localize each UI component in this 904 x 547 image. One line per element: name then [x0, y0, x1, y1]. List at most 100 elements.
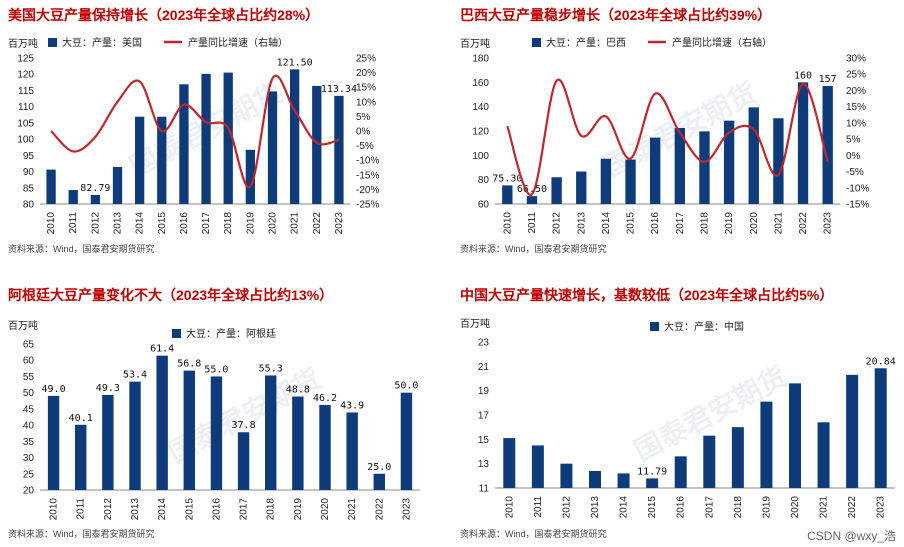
- legend-swatch-bar: [650, 322, 659, 331]
- bar-mark: [773, 118, 784, 204]
- x-tick-label: 2018: [733, 496, 744, 519]
- data-label: 37.8: [232, 420, 256, 431]
- bar-mark: [789, 383, 801, 488]
- y-tick-label: 40: [23, 421, 35, 432]
- y2-tick-label: 10%: [356, 97, 376, 108]
- x-tick-label: 2011: [527, 212, 538, 234]
- x-tick-label: 2018: [266, 498, 277, 521]
- x-tick-label: 2020: [790, 496, 801, 519]
- bar-mark: [346, 412, 358, 490]
- data-label: 113.34: [321, 84, 357, 95]
- x-tick-label: 2020: [268, 212, 279, 235]
- bar-mark: [75, 424, 87, 490]
- source-note: 资料来源：Wind，国泰君安期货研究: [460, 528, 607, 539]
- x-tick-label: 2010: [504, 496, 515, 519]
- bar-mark: [748, 107, 759, 204]
- x-tick-label: 2012: [561, 496, 572, 519]
- bar-mark: [503, 438, 516, 488]
- footer-credit: CSDN @wxy_浩: [807, 529, 896, 543]
- bar-mark: [319, 404, 331, 490]
- y-tick-label: 50: [23, 388, 35, 399]
- data-label: 46.2: [313, 393, 337, 404]
- x-tick-label: 2016: [650, 212, 661, 235]
- data-label: 75.30: [492, 173, 522, 184]
- bar-mark: [183, 370, 195, 490]
- bar-mark: [674, 456, 687, 488]
- legend-label: 大豆：产量：阿根廷: [186, 327, 276, 340]
- x-tick-label: 2012: [552, 212, 563, 235]
- y2-tick-label: -10%: [846, 183, 869, 194]
- x-tick-label: 2018: [699, 212, 710, 235]
- y-axis-unit-label: 百万吨: [8, 37, 38, 50]
- y-axis-unit-label: 百万吨: [460, 37, 490, 50]
- x-tick-label: 2017: [239, 498, 250, 521]
- x-tick-label: 2023: [401, 498, 412, 521]
- bar-mark: [589, 470, 601, 488]
- y-tick-label: 160: [472, 78, 489, 89]
- bar-mark: [46, 169, 56, 204]
- y-tick-label: 125: [17, 54, 34, 65]
- bar-mark: [265, 375, 277, 490]
- x-tick-label: 2022: [312, 212, 323, 235]
- bar-mark: [90, 194, 101, 204]
- legend-swatch-bar: [48, 38, 57, 47]
- x-tick-label: 2021: [773, 212, 784, 235]
- y2-tick-label: 20%: [356, 68, 376, 79]
- y2-tick-label: 25%: [356, 54, 376, 65]
- x-tick-label: 2014: [135, 212, 146, 235]
- bar-mark: [526, 196, 538, 204]
- bar-mark: [210, 376, 223, 490]
- x-tick-label: 2010: [46, 212, 57, 235]
- x-tick-label: 2019: [724, 212, 735, 235]
- x-tick-label: 2021: [347, 498, 358, 521]
- bar-mark: [47, 395, 60, 490]
- bar-mark: [267, 91, 278, 204]
- x-tick-label: 2022: [798, 212, 809, 235]
- legend-label: 大豆：产量：美国: [62, 36, 142, 49]
- y-tick-label: 30: [23, 453, 35, 464]
- data-label: 20.84: [866, 356, 896, 367]
- bar-mark: [179, 84, 189, 204]
- bar-mark: [731, 427, 744, 488]
- bar-mark: [373, 473, 385, 490]
- y-tick-label: 95: [23, 151, 35, 162]
- legend-swatch-bar: [532, 38, 541, 47]
- bar-mark: [531, 445, 544, 488]
- y-tick-label: 55: [23, 372, 35, 383]
- y-tick-label: 105: [17, 118, 34, 129]
- x-tick-label: 2019: [245, 212, 256, 235]
- bar-mark: [723, 120, 735, 204]
- data-label: 11.79: [637, 466, 667, 477]
- y-axis-unit-label: 百万吨: [8, 319, 38, 332]
- x-tick-label: 2010: [502, 212, 513, 235]
- bar-mark: [400, 392, 413, 490]
- x-tick-label: 2021: [819, 496, 830, 519]
- y-tick-label: 21: [478, 362, 490, 373]
- bar-mark: [245, 149, 256, 204]
- data-label: 66.50: [517, 184, 547, 195]
- y-tick-label: 60: [478, 200, 490, 211]
- bar-mark: [289, 69, 300, 204]
- x-tick-label: 2018: [223, 212, 234, 235]
- data-label: 25.0: [367, 462, 391, 473]
- x-tick-label: 2014: [619, 496, 630, 519]
- bar-mark: [560, 463, 573, 488]
- x-tick-label: 2021: [290, 212, 301, 235]
- chart-title: 阿根廷大豆产量变化不大（2023年全球占比约13%）: [8, 287, 333, 303]
- bar-mark: [292, 396, 304, 490]
- y-tick-label: 23: [478, 338, 490, 349]
- data-label: 55.3: [259, 363, 283, 374]
- bar-mark: [822, 85, 833, 204]
- bar-mark: [157, 116, 167, 204]
- data-label: 61.4: [150, 344, 174, 355]
- y2-tick-label: -10%: [356, 156, 379, 167]
- y-tick-label: 19: [478, 386, 490, 397]
- legend-swatch-bar: [172, 329, 181, 338]
- growth-rate-line: [50, 74, 340, 189]
- bar-mark: [797, 82, 809, 204]
- x-tick-label: 2017: [675, 212, 686, 235]
- x-tick-label: 2011: [76, 498, 87, 520]
- x-tick-label: 2015: [647, 496, 658, 519]
- x-tick-label: 2016: [211, 498, 222, 521]
- chart-panel-3: 阿根廷大豆产量变化不大（2023年全球占比约13%）国泰君安期货百万吨20253…: [8, 287, 420, 539]
